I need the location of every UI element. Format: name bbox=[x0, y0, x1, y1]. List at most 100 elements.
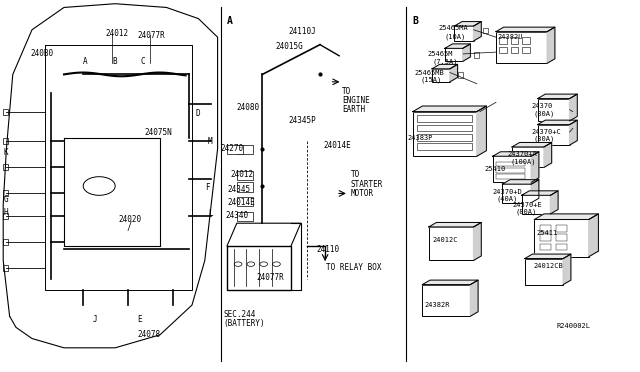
Text: L: L bbox=[208, 209, 212, 218]
Text: 24020: 24020 bbox=[118, 215, 141, 224]
FancyBboxPatch shape bbox=[525, 259, 563, 285]
FancyBboxPatch shape bbox=[237, 182, 253, 192]
Text: 24015G: 24015G bbox=[275, 42, 303, 51]
Text: TO: TO bbox=[351, 170, 360, 179]
Text: 24014E: 24014E bbox=[323, 141, 351, 150]
Polygon shape bbox=[563, 254, 571, 285]
Polygon shape bbox=[445, 44, 470, 48]
FancyBboxPatch shape bbox=[429, 227, 474, 260]
FancyBboxPatch shape bbox=[413, 112, 477, 156]
FancyBboxPatch shape bbox=[422, 285, 470, 316]
FancyBboxPatch shape bbox=[493, 156, 531, 182]
FancyBboxPatch shape bbox=[556, 225, 567, 232]
FancyBboxPatch shape bbox=[496, 174, 525, 179]
FancyBboxPatch shape bbox=[538, 99, 570, 121]
Text: 24345: 24345 bbox=[227, 185, 250, 194]
Text: 24014E: 24014E bbox=[227, 198, 255, 207]
Polygon shape bbox=[470, 280, 478, 316]
Text: 240B0: 240B0 bbox=[31, 49, 54, 58]
Text: (15A): (15A) bbox=[420, 77, 442, 83]
Text: (80A): (80A) bbox=[533, 110, 554, 117]
Text: (7.5A): (7.5A) bbox=[432, 58, 458, 65]
FancyBboxPatch shape bbox=[540, 244, 551, 250]
FancyBboxPatch shape bbox=[556, 234, 567, 241]
FancyBboxPatch shape bbox=[511, 46, 518, 53]
Text: A: A bbox=[227, 16, 233, 26]
Polygon shape bbox=[547, 27, 555, 63]
FancyBboxPatch shape bbox=[3, 239, 8, 245]
Text: (40A): (40A) bbox=[496, 196, 517, 202]
FancyBboxPatch shape bbox=[454, 26, 474, 41]
Text: 25411: 25411 bbox=[536, 230, 557, 235]
Text: B: B bbox=[112, 57, 116, 66]
FancyBboxPatch shape bbox=[3, 138, 8, 144]
Polygon shape bbox=[422, 280, 478, 285]
Polygon shape bbox=[413, 106, 486, 112]
Text: 24382U: 24382U bbox=[497, 34, 523, 40]
Polygon shape bbox=[454, 22, 481, 26]
FancyBboxPatch shape bbox=[432, 69, 450, 82]
Polygon shape bbox=[474, 222, 481, 260]
Text: 24012C: 24012C bbox=[432, 237, 458, 243]
Text: 24012: 24012 bbox=[230, 170, 253, 179]
Text: EARTH: EARTH bbox=[342, 105, 365, 114]
Text: J: J bbox=[93, 315, 97, 324]
Polygon shape bbox=[496, 27, 555, 32]
Polygon shape bbox=[538, 120, 577, 125]
Text: K: K bbox=[3, 148, 8, 157]
Text: (30A): (30A) bbox=[533, 135, 554, 142]
FancyBboxPatch shape bbox=[417, 125, 472, 131]
Text: (80A): (80A) bbox=[515, 209, 536, 215]
FancyBboxPatch shape bbox=[499, 37, 507, 44]
FancyBboxPatch shape bbox=[496, 162, 525, 166]
Text: (BATTERY): (BATTERY) bbox=[223, 319, 265, 328]
Text: 25465MB: 25465MB bbox=[414, 70, 444, 76]
Polygon shape bbox=[512, 142, 552, 147]
Text: F: F bbox=[205, 183, 209, 192]
Text: SEC.244: SEC.244 bbox=[223, 310, 256, 319]
FancyBboxPatch shape bbox=[538, 125, 570, 145]
Text: TO: TO bbox=[342, 87, 351, 96]
FancyBboxPatch shape bbox=[3, 213, 8, 219]
Polygon shape bbox=[531, 180, 539, 203]
Text: 24382R: 24382R bbox=[424, 302, 450, 308]
Polygon shape bbox=[550, 191, 558, 214]
FancyBboxPatch shape bbox=[496, 168, 525, 173]
Polygon shape bbox=[570, 94, 577, 121]
Polygon shape bbox=[463, 44, 470, 61]
Text: 24078: 24078 bbox=[138, 330, 161, 339]
Text: 25465MA: 25465MA bbox=[438, 25, 468, 31]
FancyBboxPatch shape bbox=[3, 265, 8, 271]
Text: (100A): (100A) bbox=[511, 158, 536, 165]
FancyBboxPatch shape bbox=[511, 37, 518, 44]
Text: E: E bbox=[138, 315, 142, 324]
Polygon shape bbox=[474, 22, 481, 41]
FancyBboxPatch shape bbox=[540, 225, 551, 232]
FancyBboxPatch shape bbox=[540, 234, 551, 241]
Text: 24110J: 24110J bbox=[288, 27, 316, 36]
FancyBboxPatch shape bbox=[3, 109, 8, 115]
FancyBboxPatch shape bbox=[458, 72, 463, 78]
Polygon shape bbox=[432, 64, 458, 69]
Polygon shape bbox=[450, 64, 458, 82]
FancyBboxPatch shape bbox=[502, 184, 531, 203]
Text: 24075N: 24075N bbox=[144, 128, 172, 137]
Text: G: G bbox=[3, 195, 8, 203]
FancyBboxPatch shape bbox=[522, 195, 550, 214]
Text: 24077R: 24077R bbox=[256, 273, 284, 282]
FancyBboxPatch shape bbox=[417, 115, 472, 122]
Text: ENGINE: ENGINE bbox=[342, 96, 369, 105]
Text: M: M bbox=[208, 137, 212, 146]
Text: 24370+E: 24370+E bbox=[512, 202, 541, 208]
Polygon shape bbox=[525, 254, 571, 259]
Text: 24370+D: 24370+D bbox=[493, 189, 522, 195]
Text: MOTOR: MOTOR bbox=[351, 189, 374, 198]
FancyBboxPatch shape bbox=[556, 244, 567, 250]
FancyBboxPatch shape bbox=[237, 145, 253, 154]
FancyBboxPatch shape bbox=[3, 164, 8, 170]
Text: 25465M: 25465M bbox=[428, 51, 453, 57]
Text: R240002L: R240002L bbox=[557, 323, 591, 328]
Polygon shape bbox=[538, 94, 577, 99]
Polygon shape bbox=[502, 180, 539, 184]
Polygon shape bbox=[531, 152, 539, 182]
